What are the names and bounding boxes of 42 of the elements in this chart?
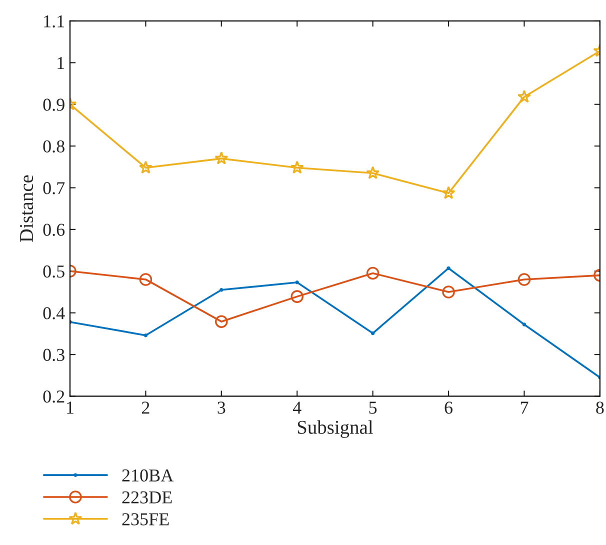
legend-label: 235FE xyxy=(122,513,169,526)
y-axis-title: Distance xyxy=(20,175,34,242)
x-tick-label: 3 xyxy=(218,402,226,414)
point xyxy=(290,290,304,303)
y-tick-label: 0.4 xyxy=(43,307,65,320)
point xyxy=(138,160,152,174)
x-tick-label: 7 xyxy=(520,402,528,414)
x-tick-label: 5 xyxy=(369,402,377,414)
y-tick-label: 0.3 xyxy=(43,348,64,362)
x-tick-label: 6 xyxy=(444,402,452,414)
x-tick-label: 1 xyxy=(67,402,74,414)
point xyxy=(214,151,228,164)
x-tick-label: 2 xyxy=(142,402,150,414)
legend-label: 210BA xyxy=(122,469,174,482)
point xyxy=(517,90,532,103)
x-tick-label: 4 xyxy=(292,402,302,414)
y-tick-label: 0.9 xyxy=(43,98,64,111)
point xyxy=(522,322,526,326)
y-tick-label: 0.6 xyxy=(43,224,65,236)
line-series xyxy=(70,266,600,380)
y-tick-label: 0.5 xyxy=(43,265,64,278)
point xyxy=(220,288,224,292)
x-axis-title: Subsignal xyxy=(298,420,373,438)
point xyxy=(446,266,450,270)
point xyxy=(295,280,299,284)
y-tick-label: 1 xyxy=(58,57,64,69)
point xyxy=(442,186,456,200)
y-tick-label: 0.2 xyxy=(43,390,64,403)
point xyxy=(139,273,152,286)
point xyxy=(290,160,304,174)
point xyxy=(144,333,148,338)
point xyxy=(215,315,228,328)
point xyxy=(370,331,375,336)
point xyxy=(366,266,380,280)
point xyxy=(366,166,380,180)
legend-label: 223DE xyxy=(122,491,172,504)
point xyxy=(442,286,455,298)
y-tick-label: 1.1 xyxy=(44,15,64,28)
y-tick-label: 0.7 xyxy=(43,182,65,194)
point xyxy=(518,273,531,286)
y-tick-label: 0.8 xyxy=(43,140,64,153)
x-tick-label: 8 xyxy=(596,402,604,414)
